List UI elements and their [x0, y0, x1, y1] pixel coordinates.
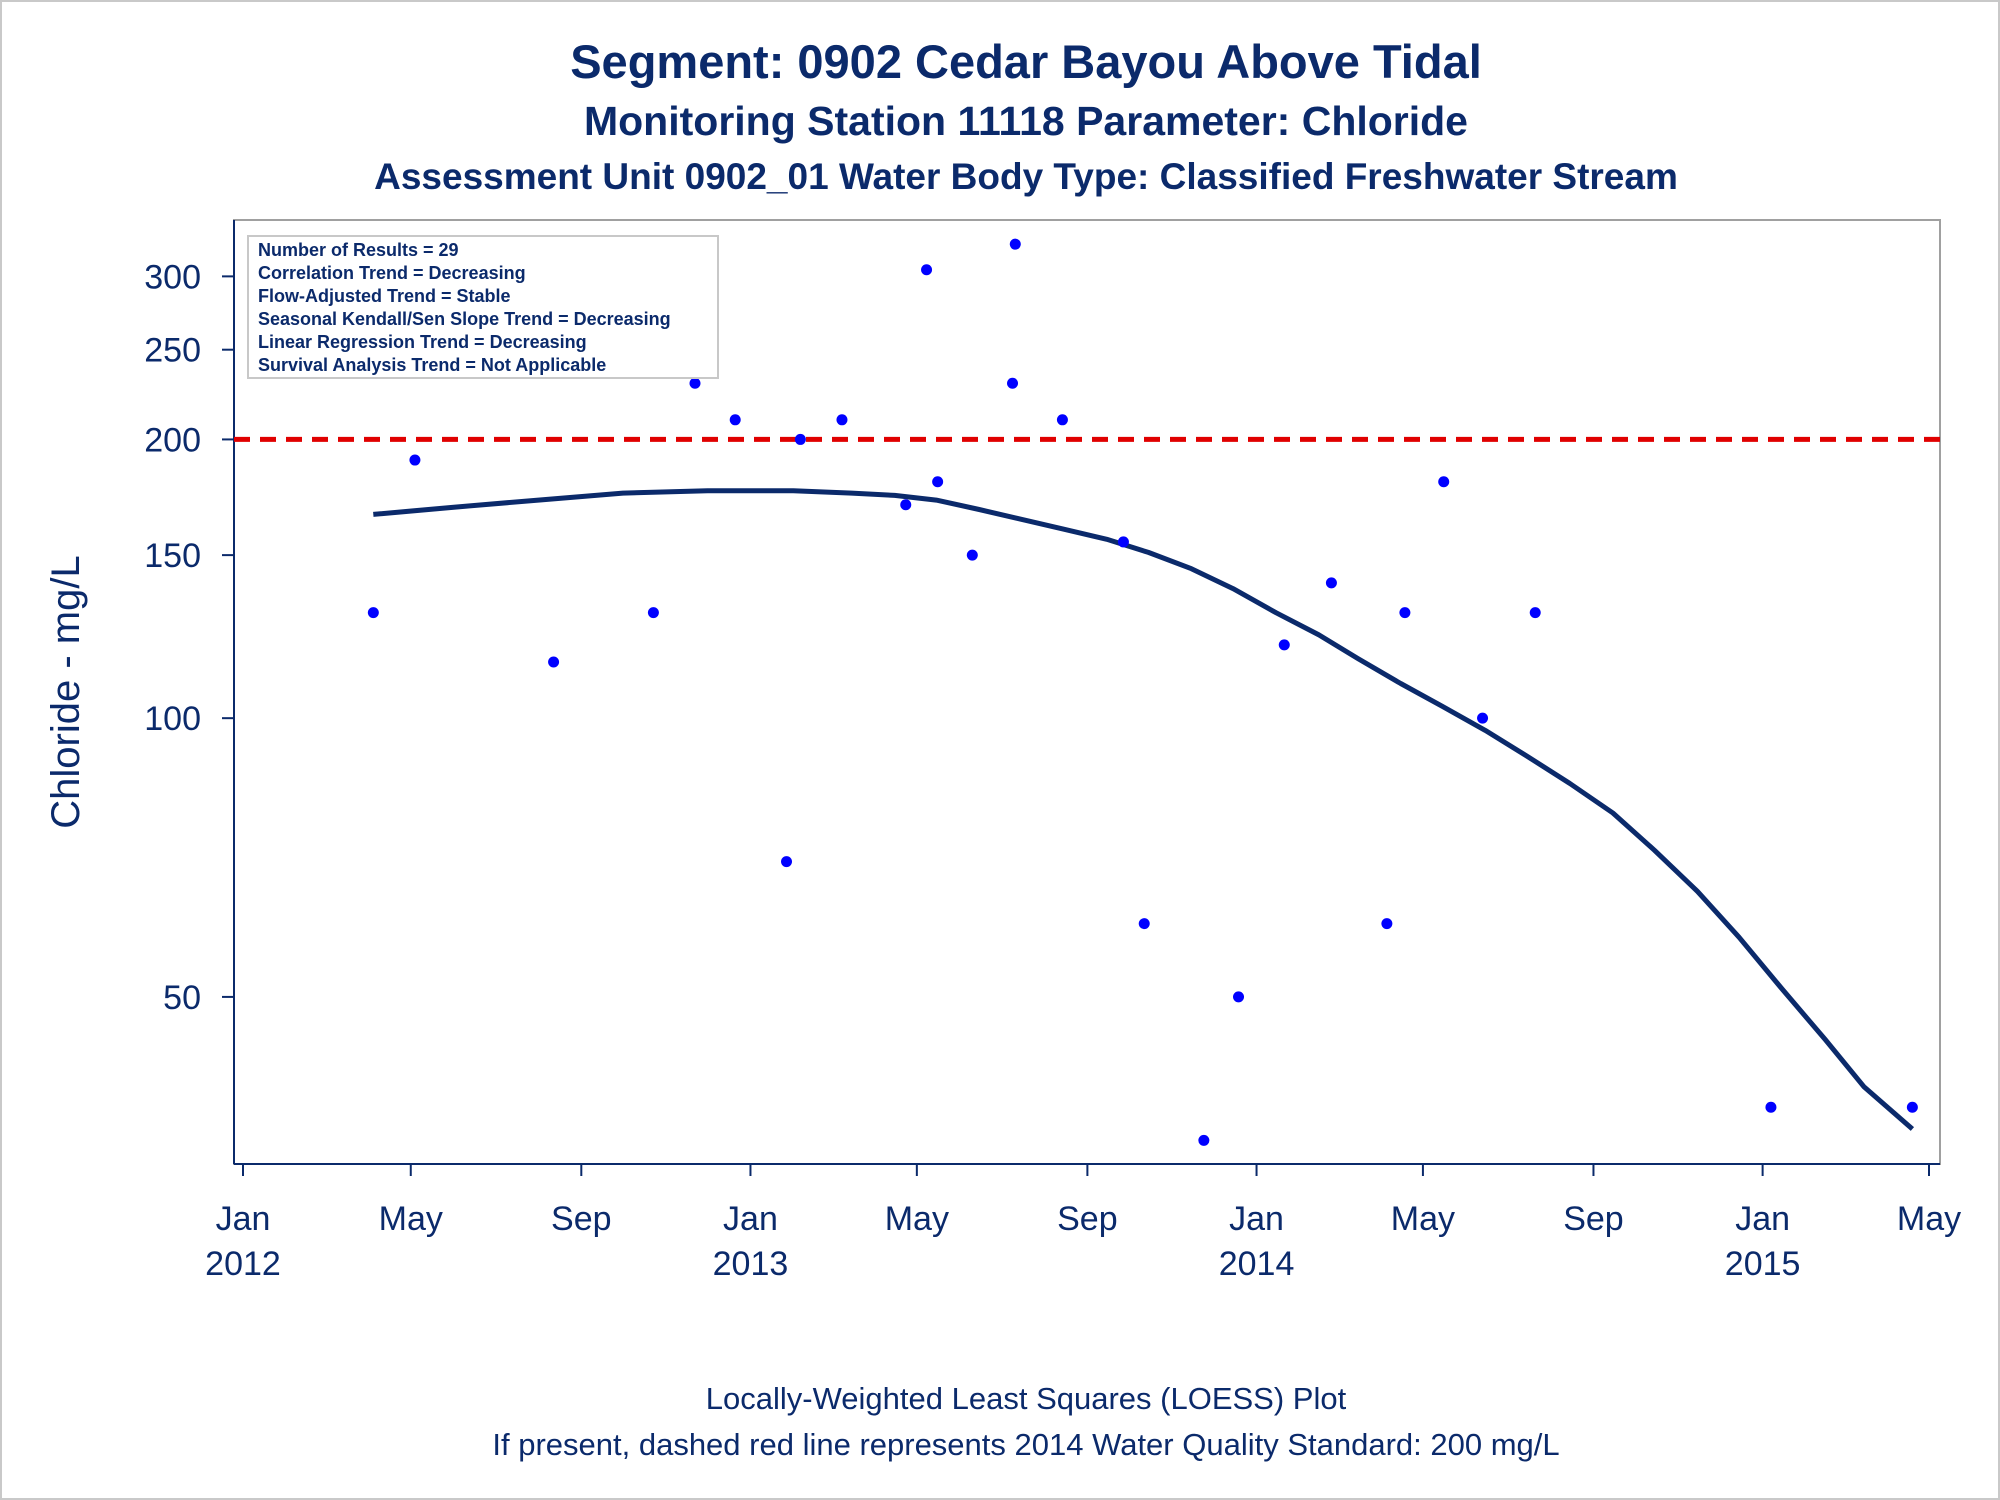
data-point — [1438, 476, 1450, 488]
stats-box — [247, 235, 719, 379]
y-tick-label: 200 — [144, 421, 201, 459]
x-tick-label: Jan — [1735, 1200, 1790, 1238]
y-axis-label: Chloride - mg/L — [44, 555, 88, 828]
data-point — [781, 856, 793, 868]
footnote-standard: If present, dashed red line represents 2… — [492, 1427, 1560, 1462]
data-point — [1529, 607, 1541, 619]
chart-subtitle-1: Monitoring Station 11118 Parameter: Chlo… — [583, 98, 1468, 144]
data-point — [1117, 536, 1129, 548]
data-point — [1007, 377, 1019, 389]
stats-line: Correlation Trend = Decreasing — [258, 263, 526, 283]
data-point — [921, 264, 933, 276]
data-point — [409, 454, 421, 466]
data-point — [1278, 639, 1290, 651]
x-tick-label: Jan — [1229, 1200, 1284, 1238]
data-point — [1138, 918, 1150, 930]
stats-line: Flow-Adjusted Trend = Stable — [258, 286, 511, 306]
data-point — [1009, 238, 1021, 250]
data-point — [1399, 607, 1411, 619]
footnote-loess: Locally-Weighted Least Squares (LOESS) P… — [705, 1381, 1347, 1416]
x-tick-year-label: 2015 — [1725, 1245, 1801, 1283]
data-point — [548, 656, 560, 668]
x-tick-label: May — [379, 1200, 443, 1238]
x-tick-label: Jan — [216, 1200, 271, 1238]
data-point — [1477, 712, 1489, 724]
x-tick-year-label: 2012 — [205, 1245, 281, 1283]
data-point — [1381, 918, 1393, 930]
data-point — [966, 549, 978, 561]
stats-line: Seasonal Kendall/Sen Slope Trend = Decre… — [258, 309, 671, 329]
data-point — [1906, 1101, 1918, 1113]
y-tick-label: 250 — [144, 332, 201, 370]
data-point — [900, 499, 912, 511]
data-point — [729, 414, 741, 426]
y-tick-label: 100 — [144, 700, 201, 738]
data-point — [1765, 1101, 1777, 1113]
data-point — [1198, 1134, 1210, 1146]
stats-line: Number of Results = 29 — [258, 240, 459, 260]
data-point — [1056, 414, 1068, 426]
y-tick-label: 50 — [163, 979, 201, 1017]
chart-title: Segment: 0902 Cedar Bayou Above Tidal — [570, 35, 1482, 88]
x-tick-label: Sep — [1563, 1200, 1624, 1238]
x-tick-label: Jan — [723, 1200, 778, 1238]
y-tick-label: 300 — [144, 258, 201, 296]
x-tick-label: May — [1897, 1200, 1961, 1238]
data-point — [689, 377, 701, 389]
data-point — [794, 433, 806, 445]
x-tick-label: May — [1391, 1200, 1455, 1238]
x-tick-year-label: 2014 — [1219, 1245, 1295, 1283]
data-point — [367, 607, 379, 619]
data-point — [932, 476, 944, 488]
data-point — [647, 607, 659, 619]
data-point — [1325, 577, 1337, 589]
data-point — [836, 414, 848, 426]
x-tick-label: Sep — [551, 1200, 612, 1238]
y-tick-label: 150 — [144, 537, 201, 575]
chart-subtitle-2: Assessment Unit 0902_01 Water Body Type:… — [374, 156, 1678, 197]
x-tick-label: May — [885, 1200, 949, 1238]
x-tick-label: Sep — [1057, 1200, 1118, 1238]
stats-line: Survival Analysis Trend = Not Applicable — [258, 355, 606, 375]
data-point — [1233, 991, 1245, 1003]
x-tick-year-label: 2013 — [713, 1245, 789, 1283]
stats-line: Linear Regression Trend = Decreasing — [258, 332, 587, 352]
loess-curve — [373, 488, 1915, 1131]
